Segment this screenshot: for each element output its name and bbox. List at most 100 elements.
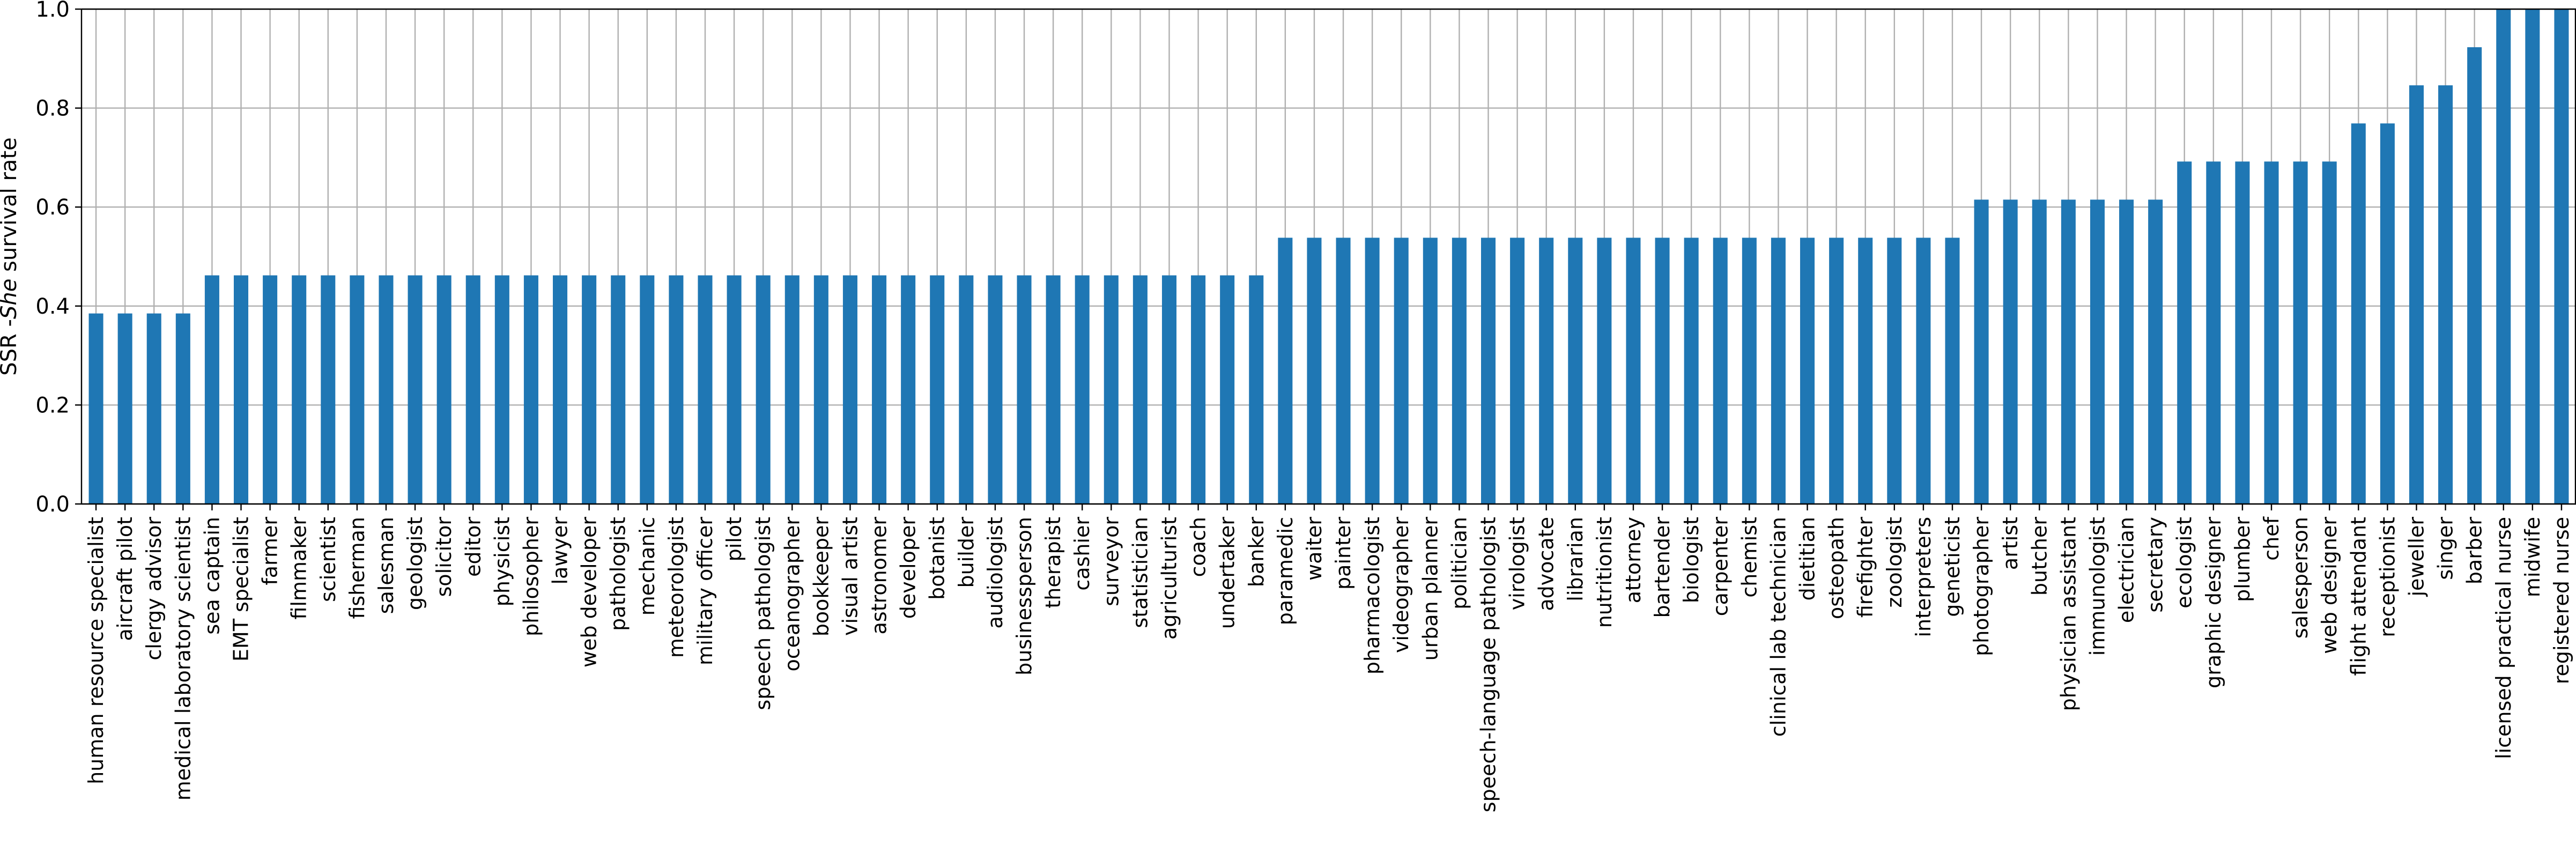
bar	[1829, 238, 1844, 504]
bar	[2496, 9, 2511, 504]
x-tick-label: farmer	[258, 517, 282, 585]
x-tick-label: dietitian	[1796, 517, 1819, 600]
bar	[408, 275, 423, 504]
y-axis-label: SSR -She survival rate	[0, 137, 21, 376]
x-tick-label: receptionist	[2375, 517, 2399, 637]
grid-lines	[82, 8, 2576, 505]
bar	[465, 275, 480, 504]
x-tick-label: sea captain	[200, 517, 224, 635]
x-tick-label: therapist	[1041, 517, 1065, 609]
bar	[1481, 238, 1496, 504]
bar	[2061, 199, 2076, 505]
bar	[2380, 123, 2395, 504]
bar	[1307, 238, 1322, 504]
bar	[2409, 85, 2424, 505]
x-tick-label: licensed practical nurse	[2492, 517, 2515, 759]
x-tick-label: philosopher	[519, 517, 543, 636]
x-tick-label: secretary	[2144, 517, 2167, 613]
x-tick-label: biologist	[1679, 517, 1703, 603]
x-tick-label: speech pathologist	[751, 517, 775, 710]
x-tick-label: statistician	[1128, 517, 1152, 628]
x-tick-label: banker	[1245, 517, 1268, 588]
x-tick-label: osteopath	[1825, 517, 1848, 619]
x-tick-label: midwife	[2521, 517, 2544, 597]
x-tick-label: web developer	[578, 517, 601, 667]
bar	[1278, 238, 1293, 504]
x-tick-label: businessperson	[1012, 517, 1036, 676]
bar	[698, 275, 713, 504]
bar	[117, 313, 132, 504]
x-tick-label: fisherman	[345, 517, 369, 619]
bar	[379, 275, 394, 504]
x-tick-label: advocate	[1535, 517, 1558, 611]
y-tick-label: 0.8	[35, 97, 70, 121]
bar	[2554, 9, 2569, 504]
bar	[2525, 9, 2540, 504]
x-tick-label: military officer	[693, 517, 717, 665]
x-tick-label: chef	[2260, 516, 2283, 560]
bar	[1800, 238, 1815, 504]
x-tick-label: immunologist	[2085, 517, 2109, 656]
bar	[1249, 275, 1264, 504]
bar	[1394, 238, 1409, 504]
x-tick-label: chemist	[1737, 517, 1761, 598]
bar	[1684, 238, 1699, 504]
bar	[1742, 238, 1757, 504]
x-tick-label: web designer	[2318, 517, 2341, 654]
bar	[1510, 238, 1525, 504]
x-tick-label: butcher	[2027, 517, 2051, 596]
x-tick-label: zoologist	[1883, 517, 1906, 608]
x-tick-label: speech-language pathologist	[1477, 517, 1500, 812]
x-tick-label: interpreters	[1912, 517, 1935, 637]
x-tick-label: bartender	[1650, 517, 1674, 618]
y-tick-label: 0.0	[35, 492, 70, 517]
x-tick-label: videographer	[1389, 517, 1413, 653]
bar	[1858, 238, 1873, 504]
bar	[813, 275, 828, 504]
x-tick-label: meteorologist	[664, 517, 688, 658]
bar	[2148, 199, 2163, 505]
x-tick-label: carpenter	[1708, 517, 1732, 617]
bar	[1220, 275, 1235, 504]
bar	[1104, 275, 1119, 504]
x-tick-labels: human resource specialist aircraft pilot c…	[84, 516, 2573, 812]
y-tick-label: 0.4	[35, 294, 70, 319]
x-tick-label: salesperson	[2289, 517, 2312, 639]
x-tick-label: jeweller	[2404, 517, 2428, 597]
bar	[2264, 161, 2279, 504]
bar	[88, 313, 103, 504]
bar	[2467, 47, 2482, 505]
x-tick-label: artist	[1998, 517, 2022, 570]
x-tick-label: clergy advisor	[142, 517, 166, 661]
x-tick-label: solicitor	[432, 517, 456, 597]
bar	[756, 275, 771, 504]
bar	[2177, 161, 2192, 504]
x-tick-label: agriculturist	[1157, 517, 1181, 640]
x-tick-label: salesman	[374, 517, 398, 614]
bar	[1974, 199, 1989, 505]
x-tick-label: filmmaker	[287, 517, 311, 620]
x-tick-label: surveyor	[1099, 517, 1123, 606]
bar	[2032, 199, 2047, 505]
bar	[1365, 238, 1380, 504]
bar	[930, 275, 945, 504]
bar	[640, 275, 655, 504]
bar	[1713, 238, 1728, 504]
x-tick-label: geneticist	[1941, 517, 1964, 617]
bar	[1539, 238, 1554, 504]
bar	[263, 275, 278, 504]
bar	[553, 275, 568, 504]
x-tick-label: pathologist	[606, 517, 630, 631]
y-tick-label: 1.0	[35, 0, 70, 22]
x-tick-label: coach	[1187, 517, 1210, 577]
bar	[494, 275, 509, 504]
y-tick-label: 0.2	[35, 393, 70, 418]
bar	[436, 275, 451, 504]
x-tick-label: waiter	[1302, 517, 1326, 581]
x-tick-label: developer	[897, 517, 920, 619]
x-tick-label: physician assistant	[2056, 517, 2080, 711]
x-tick-label: politician	[1447, 517, 1471, 610]
x-tick-label: photographer	[1970, 517, 1993, 656]
